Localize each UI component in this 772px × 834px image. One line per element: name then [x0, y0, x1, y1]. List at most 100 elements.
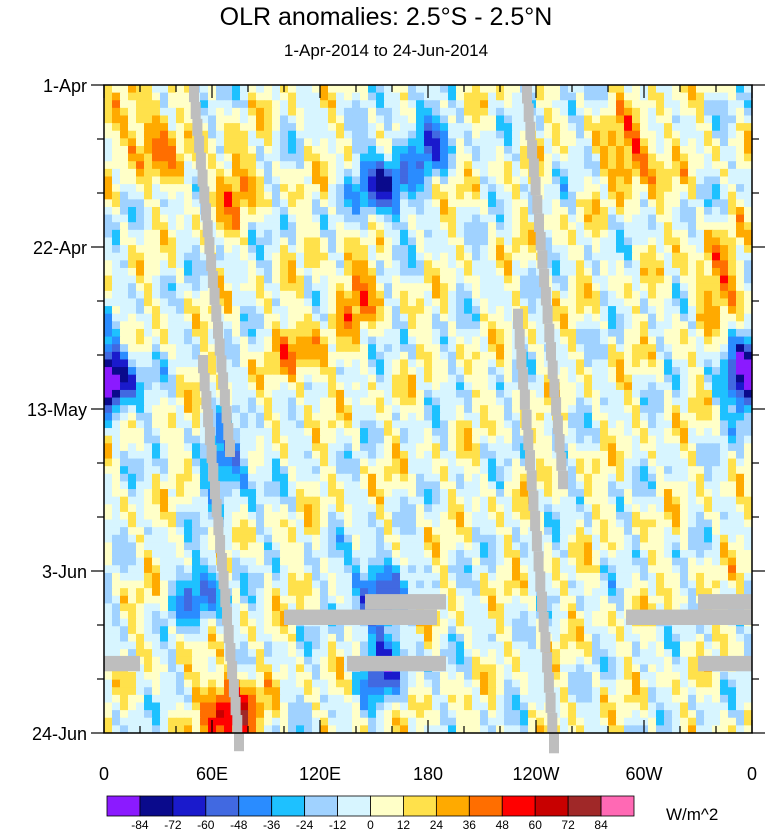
- field-cell: [232, 489, 241, 498]
- field-cell: [176, 519, 185, 528]
- field-cell: [648, 489, 657, 498]
- field-cell: [408, 336, 417, 345]
- field-cell: [232, 306, 241, 315]
- field-cell: [224, 351, 233, 361]
- field-cell: [344, 328, 353, 338]
- field-cell: [240, 245, 249, 254]
- field-cell: [720, 184, 729, 193]
- field-cell: [120, 229, 129, 239]
- field-cell: [184, 298, 193, 307]
- field-cell: [696, 489, 705, 498]
- field-cell: [520, 306, 529, 315]
- field-cell: [336, 168, 345, 178]
- field-cell: [264, 222, 273, 231]
- field-cell: [120, 252, 129, 261]
- field-cell: [184, 420, 193, 429]
- field-cell: [536, 359, 545, 368]
- field-cell: [696, 389, 705, 399]
- field-cell: [720, 527, 729, 536]
- field-cell: [424, 435, 433, 444]
- field-cell: [400, 458, 409, 467]
- field-cell: [616, 397, 625, 406]
- field-cell: [320, 534, 329, 544]
- field-cell: [368, 222, 377, 231]
- field-cell: [672, 374, 681, 383]
- field-cell: [328, 435, 337, 444]
- field-cell: [544, 542, 553, 551]
- field-cell: [368, 206, 377, 216]
- field-cell: [504, 359, 513, 368]
- field-cell: [704, 168, 713, 178]
- field-cell: [232, 191, 241, 200]
- field-cell: [504, 504, 513, 513]
- field-cell: [424, 100, 433, 109]
- field-cell: [152, 511, 161, 521]
- field-cell: [128, 85, 137, 94]
- field-cell: [264, 527, 273, 536]
- field-cell: [576, 214, 585, 223]
- field-cell: [376, 176, 385, 185]
- field-cell: [192, 245, 201, 254]
- field-cell: [160, 458, 169, 467]
- field-cell: [136, 252, 145, 261]
- field-cell: [328, 229, 337, 239]
- field-cell: [232, 351, 241, 361]
- field-cell: [640, 336, 649, 345]
- field-cell: [448, 267, 457, 277]
- field-cell: [384, 283, 393, 292]
- field-cell: [432, 344, 441, 353]
- field-cell: [672, 450, 681, 460]
- field-cell: [320, 321, 329, 330]
- field-cell: [200, 245, 209, 254]
- field-cell: [504, 145, 513, 155]
- field-cell: [584, 351, 593, 361]
- field-cell: [168, 176, 177, 185]
- field-cell: [648, 85, 657, 94]
- field-cell: [336, 420, 345, 429]
- field-cell: [360, 199, 369, 208]
- field-cell: [120, 321, 129, 330]
- field-cell: [512, 382, 521, 391]
- field-cell: [496, 412, 505, 422]
- field-cell: [480, 443, 489, 452]
- field-cell: [704, 473, 713, 483]
- field-cell: [480, 145, 489, 155]
- field-cell: [728, 389, 737, 399]
- field-cell: [592, 100, 601, 109]
- field-cell: [176, 496, 185, 505]
- field-cell: [344, 260, 353, 269]
- field-cell: [184, 367, 193, 376]
- field-cell: [600, 450, 609, 460]
- field-cell: [696, 328, 705, 338]
- field-cell: [288, 275, 297, 284]
- field-cell: [256, 153, 265, 162]
- field-cell: [552, 496, 561, 505]
- field-cell: [232, 336, 241, 345]
- field-cell: [152, 367, 161, 376]
- field-cell: [160, 412, 169, 422]
- field-cell: [616, 92, 625, 101]
- field-cell: [632, 85, 641, 94]
- field-cell: [688, 511, 697, 521]
- field-cell: [120, 184, 129, 193]
- field-cell: [512, 92, 521, 101]
- field-cell: [608, 168, 617, 178]
- field-cell: [392, 473, 401, 483]
- field-cell: [152, 184, 161, 193]
- field-cell: [592, 85, 601, 94]
- field-cell: [560, 527, 569, 536]
- field-cell: [592, 92, 601, 101]
- field-cell: [728, 519, 737, 528]
- field-cell: [384, 176, 393, 185]
- field-cell: [224, 481, 233, 490]
- field-cell: [648, 496, 657, 505]
- field-cell: [680, 252, 689, 261]
- field-cell: [368, 176, 377, 185]
- field-cell: [584, 367, 593, 376]
- field-cell: [104, 191, 113, 200]
- field-cell: [344, 481, 353, 490]
- field-cell: [136, 405, 145, 414]
- field-cell: [728, 450, 737, 460]
- field-cell: [696, 306, 705, 315]
- field-cell: [464, 389, 473, 399]
